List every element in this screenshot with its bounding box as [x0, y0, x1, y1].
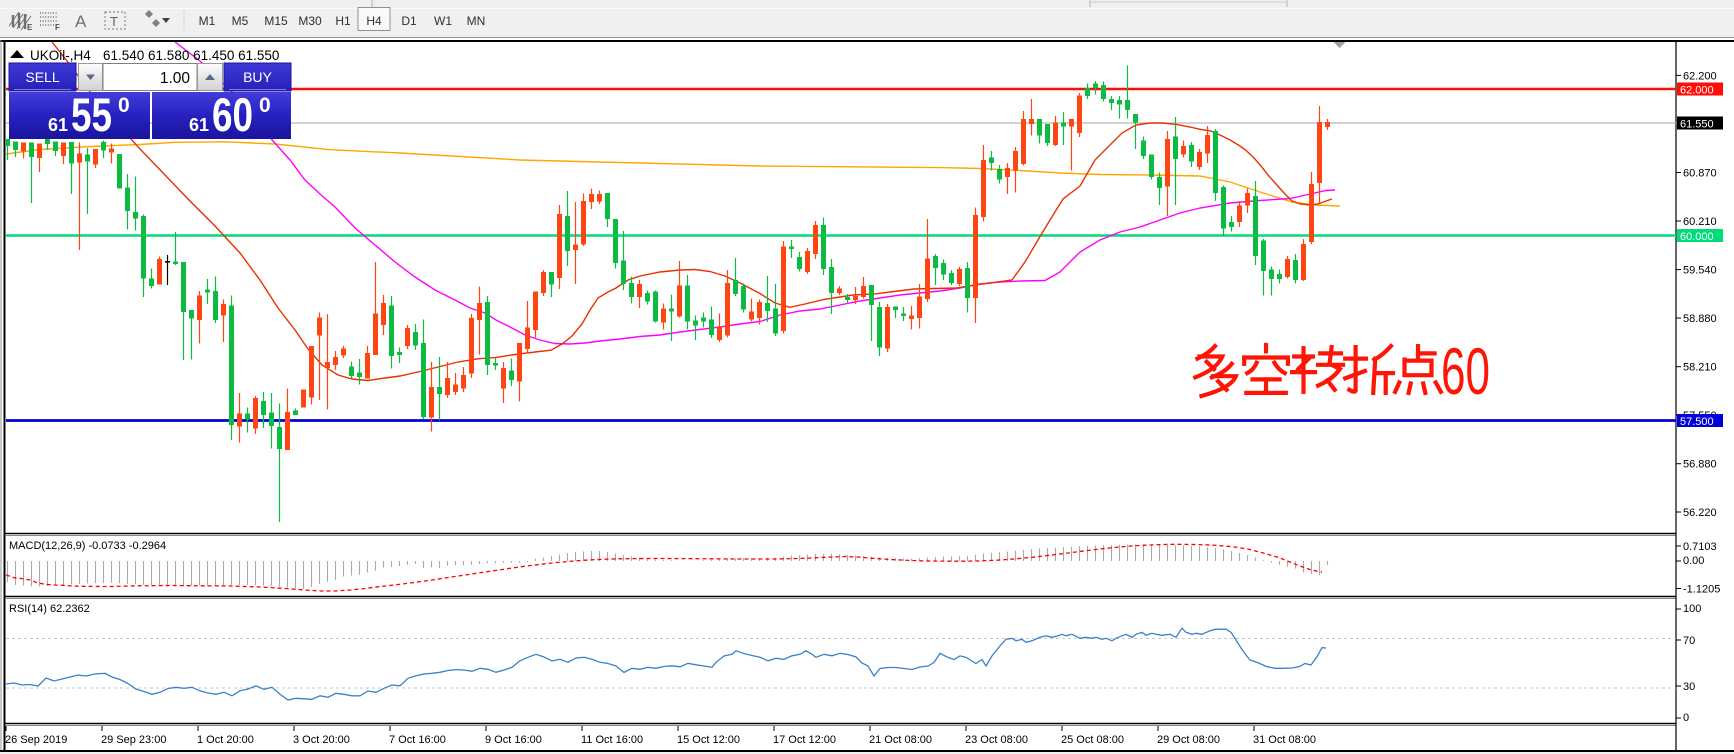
- svg-text:29 Oct 08:00: 29 Oct 08:00: [1157, 734, 1220, 746]
- svg-text:60.210: 60.210: [1683, 216, 1717, 228]
- svg-text:0: 0: [118, 94, 130, 117]
- svg-text:60: 60: [1441, 334, 1490, 408]
- svg-text:D1: D1: [401, 14, 417, 28]
- svg-text:M15: M15: [264, 14, 288, 28]
- svg-text:11 Oct 16:00: 11 Oct 16:00: [581, 734, 643, 746]
- svg-text:0.7103: 0.7103: [1683, 541, 1717, 553]
- svg-text:MACD(12,26,9) -0.0733 -0.2964: MACD(12,26,9) -0.0733 -0.2964: [9, 540, 166, 552]
- svg-text:60: 60: [212, 88, 253, 141]
- svg-text:58.880: 58.880: [1683, 313, 1717, 325]
- svg-text:0.00: 0.00: [1683, 555, 1704, 567]
- svg-text:29 Sep 23:00: 29 Sep 23:00: [101, 734, 166, 746]
- svg-text:M5: M5: [232, 14, 249, 28]
- svg-text:E: E: [27, 23, 33, 32]
- svg-text:1 Oct 20:00: 1 Oct 20:00: [197, 734, 254, 746]
- svg-text:60.870: 60.870: [1683, 168, 1717, 180]
- svg-text:30: 30: [1683, 681, 1695, 693]
- svg-text:57.500: 57.500: [1680, 416, 1714, 428]
- svg-text:9 Oct 16:00: 9 Oct 16:00: [485, 734, 542, 746]
- svg-text:31 Oct 08:00: 31 Oct 08:00: [1253, 734, 1316, 746]
- svg-text:59.540: 59.540: [1683, 265, 1717, 277]
- svg-text:0: 0: [259, 94, 271, 117]
- svg-text:17 Oct 12:00: 17 Oct 12:00: [773, 734, 836, 746]
- svg-text:55: 55: [71, 88, 112, 141]
- svg-text:F: F: [55, 23, 60, 32]
- svg-text:BUY: BUY: [243, 69, 272, 85]
- svg-text:M30: M30: [298, 14, 322, 28]
- svg-text:61: 61: [189, 115, 209, 135]
- svg-text:SELL: SELL: [25, 69, 59, 85]
- svg-text:W1: W1: [434, 14, 452, 28]
- svg-text:25 Oct 08:00: 25 Oct 08:00: [1061, 734, 1124, 746]
- svg-text:1.00: 1.00: [160, 70, 191, 87]
- svg-text:M1: M1: [199, 14, 216, 28]
- svg-text:A: A: [75, 12, 87, 31]
- svg-text:70: 70: [1683, 635, 1695, 647]
- svg-text:21 Oct 08:00: 21 Oct 08:00: [869, 734, 932, 746]
- svg-text:3 Oct 20:00: 3 Oct 20:00: [293, 734, 350, 746]
- svg-text:0: 0: [1683, 712, 1689, 724]
- svg-text:60.000: 60.000: [1680, 231, 1714, 243]
- svg-text:H4: H4: [366, 14, 382, 28]
- svg-text:56.880: 56.880: [1683, 459, 1717, 471]
- svg-text:58.210: 58.210: [1683, 362, 1717, 374]
- svg-text:56.220: 56.220: [1683, 507, 1717, 519]
- svg-text:RSI(14) 62.2362: RSI(14) 62.2362: [9, 603, 90, 615]
- svg-text:MN: MN: [467, 14, 486, 28]
- svg-text:62.200: 62.200: [1683, 70, 1717, 82]
- svg-text:H1: H1: [335, 14, 351, 28]
- svg-text:62.000: 62.000: [1680, 85, 1714, 97]
- svg-text:T: T: [110, 14, 118, 29]
- svg-text:61.540 61.580 61.450 61.550: 61.540 61.580 61.450 61.550: [103, 48, 279, 63]
- svg-text:100: 100: [1683, 603, 1701, 615]
- svg-text:61: 61: [48, 115, 68, 135]
- svg-text:61.550: 61.550: [1680, 119, 1714, 131]
- svg-text:-1.1205: -1.1205: [1683, 584, 1720, 596]
- svg-text:15 Oct 12:00: 15 Oct 12:00: [677, 734, 740, 746]
- svg-text:26 Sep 2019: 26 Sep 2019: [5, 734, 67, 746]
- svg-text:UKOil-,H4: UKOil-,H4: [30, 48, 91, 63]
- svg-text:7 Oct 16:00: 7 Oct 16:00: [389, 734, 446, 746]
- svg-text:23 Oct 08:00: 23 Oct 08:00: [965, 734, 1028, 746]
